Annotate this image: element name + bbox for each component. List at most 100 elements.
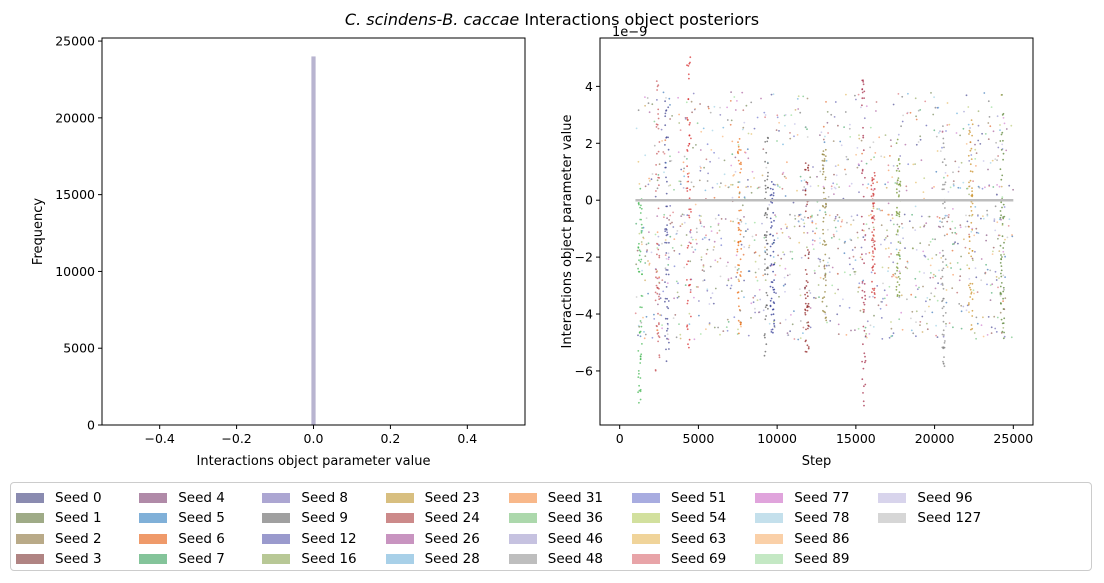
trace-point	[955, 233, 958, 235]
trace-point	[997, 286, 999, 289]
trace-point	[738, 209, 741, 212]
trace-point	[656, 287, 659, 289]
legend-swatch	[16, 513, 44, 524]
trace-point	[777, 185, 779, 187]
trace-point	[922, 191, 925, 194]
trace-point	[957, 186, 960, 189]
trace-point	[656, 187, 659, 190]
trace-point	[997, 237, 999, 240]
legend-swatch	[755, 533, 784, 544]
trace-point	[637, 247, 640, 249]
trace-point	[899, 240, 902, 243]
trace-point	[826, 321, 828, 324]
trace-point	[919, 109, 922, 111]
trace-point	[635, 127, 638, 130]
trace-point	[641, 269, 643, 272]
trace-point	[706, 248, 709, 251]
trace-point	[871, 177, 874, 179]
trace-point	[639, 250, 642, 253]
trace-point	[885, 237, 887, 239]
trace-point	[998, 234, 1001, 237]
trace-point	[856, 166, 859, 169]
trace-point	[971, 257, 974, 260]
trace-point	[639, 388, 642, 391]
trace-point	[641, 243, 643, 246]
trace-point	[1001, 131, 1004, 134]
trace-point	[821, 300, 824, 303]
trace-point	[888, 285, 891, 288]
trace-point	[823, 267, 826, 270]
trace-point	[638, 254, 641, 257]
trace-point	[737, 141, 739, 144]
trace-point	[843, 252, 846, 255]
trace-point	[664, 335, 666, 337]
trace-point	[980, 258, 983, 260]
trace-point	[739, 219, 742, 222]
trace-point	[647, 102, 650, 105]
trace-point	[690, 315, 692, 318]
trace-point	[727, 186, 730, 189]
trace-point	[822, 125, 825, 128]
trace-point	[797, 95, 800, 98]
trace-point	[688, 312, 691, 315]
trace-point	[861, 104, 863, 107]
trace-point	[997, 146, 1000, 149]
trace-point	[688, 241, 691, 244]
trace-point	[644, 104, 646, 107]
trace-points	[634, 56, 1014, 407]
trace-point	[872, 205, 875, 208]
trace-point	[973, 234, 976, 237]
trace-point	[862, 311, 865, 313]
legend-swatch	[16, 554, 44, 565]
trace-point	[654, 195, 657, 198]
trace-point	[944, 258, 947, 261]
trace-point	[938, 132, 940, 134]
trace-point	[901, 95, 904, 98]
trace-point	[640, 231, 643, 234]
legend-label: Seed 6	[178, 530, 225, 547]
trace-point	[705, 328, 707, 331]
trace-point	[730, 91, 732, 93]
trace-point	[807, 167, 809, 169]
trace-point	[759, 298, 762, 301]
histogram-y-tick-label: 25000	[55, 34, 95, 49]
trace-point	[733, 316, 736, 319]
trace-point	[862, 279, 865, 282]
trace-point	[828, 214, 831, 217]
trace-point	[1002, 247, 1005, 249]
trace-point	[996, 193, 998, 196]
trace-point	[862, 134, 865, 137]
trace-point	[773, 291, 776, 294]
trace-point	[772, 93, 775, 96]
trace-point	[834, 101, 837, 103]
trace-point	[803, 225, 806, 228]
trace-point	[968, 160, 971, 162]
trace-point	[873, 218, 876, 221]
trace-point	[804, 254, 807, 257]
trace-point	[773, 263, 776, 266]
trace-point	[908, 220, 911, 223]
trace-point	[848, 306, 851, 309]
trace-point	[741, 91, 744, 94]
trace-point	[889, 219, 892, 222]
legend-label: Seed 0	[55, 489, 102, 506]
histogram-bars	[311, 56, 316, 426]
trace-point	[823, 187, 825, 190]
trace-point	[941, 300, 943, 303]
trace-point	[905, 189, 908, 192]
trace-point	[863, 303, 866, 306]
trace-point	[943, 183, 946, 186]
trace-point	[699, 149, 702, 151]
trace-point	[873, 156, 875, 159]
trace-point	[797, 338, 800, 341]
trace-point	[993, 315, 996, 318]
trace-point	[872, 207, 875, 210]
trace-point	[683, 266, 686, 269]
trace-point	[700, 256, 703, 259]
trace-point	[639, 355, 642, 358]
legend-label: Seed 78	[794, 510, 850, 527]
trace-point	[656, 243, 659, 246]
trace-point	[819, 260, 822, 263]
trace-point	[745, 104, 748, 107]
trace-point	[946, 233, 948, 236]
